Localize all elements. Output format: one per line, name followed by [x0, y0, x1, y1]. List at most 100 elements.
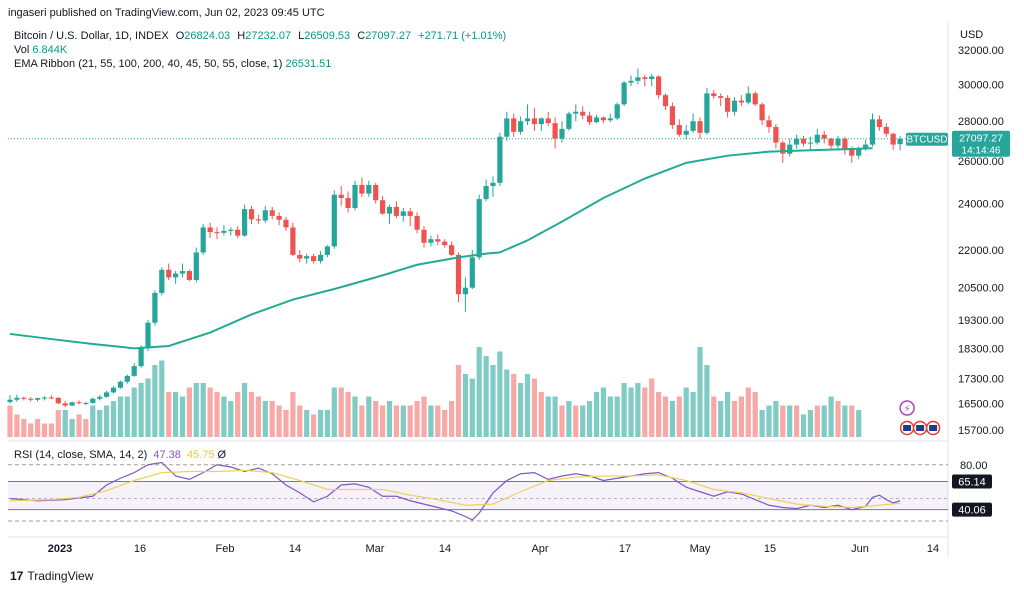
candle-body	[366, 184, 372, 194]
candle-body	[28, 398, 34, 400]
candle-body	[814, 134, 820, 143]
candle-body	[145, 322, 151, 349]
candle-body	[179, 271, 186, 274]
volume-bar	[331, 387, 337, 437]
change-value: +271.71 (+1.01%)	[418, 30, 507, 42]
volume-bar	[407, 405, 413, 437]
volume-bar	[821, 405, 827, 437]
candle-body	[269, 210, 275, 216]
volume-bar	[600, 387, 606, 437]
open-label: O	[175, 30, 185, 42]
candle-body	[221, 230, 227, 233]
volume-bar	[297, 405, 303, 437]
price-tick-label: 22000.00	[958, 245, 1004, 257]
volume-bar	[269, 401, 275, 437]
volume-bar	[490, 365, 496, 437]
volume-bar	[580, 405, 586, 437]
ema-value: 26531.51	[285, 58, 332, 70]
volume-bar	[14, 414, 20, 437]
volume-legend: Vol 6.844K	[14, 44, 67, 56]
rsi-sma-value: 45.75	[186, 449, 215, 461]
volume-bar	[524, 374, 531, 437]
candle-body	[186, 271, 192, 280]
volume-bar	[711, 396, 717, 437]
candle-body	[228, 229, 234, 231]
candle-body	[559, 128, 565, 139]
volume-bar	[117, 396, 123, 437]
volume-bar	[255, 396, 261, 437]
candle-body	[407, 211, 413, 216]
candle-body	[428, 239, 434, 243]
price-tick-label: 30000.00	[958, 79, 1004, 91]
rsi-upper-badge-text: 65.14	[958, 476, 986, 488]
candle-body	[593, 117, 600, 123]
candle-body	[787, 144, 793, 154]
low-label: L	[298, 30, 305, 42]
candle-body	[752, 93, 758, 105]
candle-body	[856, 148, 862, 156]
price-tick-label: 16500.00	[958, 399, 1004, 411]
candle-body	[462, 287, 468, 295]
candle-body	[690, 121, 696, 131]
candle-body	[193, 252, 199, 280]
candle-body	[373, 184, 379, 201]
vol-label: Vol	[14, 44, 30, 56]
volume-bar	[455, 365, 462, 437]
candle-body	[531, 118, 537, 125]
rsi-line	[9, 461, 901, 521]
us-flag-event-fill	[916, 425, 925, 431]
candle-body	[449, 245, 455, 255]
volume-bar	[124, 396, 130, 437]
candle-body	[414, 215, 420, 230]
volume-bar	[179, 396, 186, 437]
candle-body	[497, 136, 503, 183]
volume-bar	[573, 405, 579, 437]
rsi-lower-badge-text: 40.06	[958, 505, 986, 517]
volume-bar	[138, 383, 144, 437]
candle-body	[704, 93, 710, 133]
candle-body	[455, 254, 462, 295]
time-tick-label: Apr	[531, 543, 548, 555]
candle-body	[297, 254, 303, 259]
ema-label: EMA Ribbon (21, 55, 100, 200, 40, 45, 50…	[14, 58, 283, 70]
time-tick-label: 14	[927, 543, 939, 555]
price-badge-value: 27097.27	[959, 133, 1003, 145]
rsi-label: RSI (14, close, SMA, 14, 2)	[14, 449, 148, 461]
candle-body	[835, 138, 841, 146]
candle-body	[621, 82, 627, 105]
candle-body	[807, 142, 813, 144]
close-value: 27097.27	[365, 30, 412, 42]
volume-bar	[759, 410, 765, 437]
volume-bar	[731, 401, 738, 437]
volume-bar	[90, 405, 96, 437]
us-flag-event-fill	[903, 425, 912, 431]
volume-bar	[483, 356, 489, 437]
volume-bar	[697, 347, 703, 437]
candle-body	[490, 182, 496, 187]
volume-bar	[669, 401, 675, 437]
rsi-legend: RSI (14, close, SMA, 14, 2) 47.38 45.75 …	[14, 449, 226, 461]
candle-body	[676, 125, 682, 135]
volume-bar	[442, 410, 448, 437]
volume-bar	[152, 365, 158, 437]
price-tick-label: 18300.00	[958, 343, 1004, 355]
candle-body	[718, 96, 724, 98]
price-badge	[952, 130, 1010, 157]
price-tick-label: 26000.00	[958, 156, 1004, 168]
candle-body	[566, 113, 572, 129]
candle-body	[435, 239, 441, 242]
tradingview-logo-icon: 17	[10, 569, 24, 583]
symbol-name: Bitcoin / U.S. Dollar, 1D, INDEX	[14, 30, 169, 42]
volume-bar	[607, 396, 613, 437]
volume-bar	[48, 423, 54, 437]
volume-bar	[662, 396, 669, 437]
candle-body	[669, 106, 675, 126]
volume-bar	[386, 401, 393, 437]
volume-bar	[780, 405, 786, 437]
volume-bar	[242, 383, 248, 437]
candle-body	[131, 366, 137, 376]
symbol-badge	[906, 132, 948, 146]
close-label: C	[357, 30, 366, 42]
candle-body	[883, 126, 889, 134]
